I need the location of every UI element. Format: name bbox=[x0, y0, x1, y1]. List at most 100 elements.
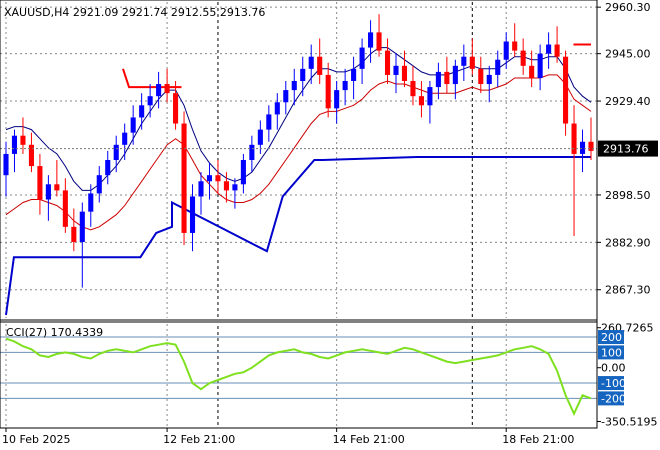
candle-body bbox=[198, 181, 204, 197]
candle-body bbox=[410, 81, 416, 97]
candle-body bbox=[79, 211, 85, 243]
candle-body bbox=[71, 226, 77, 243]
candle-body bbox=[334, 90, 340, 109]
plot-frame bbox=[0, 0, 598, 429]
candle-body bbox=[122, 132, 128, 145]
cci-level-label: 200 bbox=[601, 331, 622, 344]
cci-level-tag bbox=[598, 376, 624, 391]
price-tick-label: 2945.00 bbox=[605, 48, 651, 61]
candle-body bbox=[215, 175, 221, 182]
time-tick-label: 12 Feb 21:00 bbox=[163, 433, 235, 446]
candle-body bbox=[351, 68, 357, 81]
candle-body bbox=[54, 184, 60, 191]
candle-body bbox=[189, 196, 196, 233]
current-price-tag bbox=[598, 140, 658, 157]
cci-level-label: 100 bbox=[601, 346, 622, 359]
cci-level-tag bbox=[598, 345, 624, 360]
candle-body bbox=[223, 181, 229, 191]
candle-body bbox=[546, 44, 552, 54]
candle-body bbox=[444, 71, 450, 85]
candle-body bbox=[495, 59, 501, 75]
candle-body bbox=[418, 96, 424, 106]
candle-body bbox=[469, 56, 475, 69]
candle-body bbox=[317, 56, 323, 75]
candle-body bbox=[11, 135, 18, 154]
candle-body bbox=[427, 87, 433, 106]
candle-body bbox=[563, 56, 569, 124]
time-tick-label: 14 Feb 21:00 bbox=[333, 433, 405, 446]
cci-grid bbox=[0, 324, 597, 426]
candle-body bbox=[45, 184, 51, 200]
candle-body bbox=[28, 144, 34, 167]
candle-body bbox=[478, 68, 484, 85]
candle-body bbox=[376, 32, 382, 51]
candle-body bbox=[164, 84, 170, 94]
time-tick-label: 18 Feb 21:00 bbox=[502, 433, 574, 446]
candle-body bbox=[342, 81, 348, 91]
cci-level-label: -100 bbox=[601, 377, 626, 390]
candle-body bbox=[232, 184, 238, 191]
candle-body bbox=[588, 141, 594, 151]
candle-body bbox=[20, 135, 26, 145]
candle-body bbox=[401, 65, 408, 81]
price-tick-label: 2867.30 bbox=[605, 284, 651, 297]
candle-body bbox=[249, 144, 255, 160]
candle-body bbox=[181, 123, 187, 233]
candle-body bbox=[503, 41, 509, 60]
candle-body bbox=[139, 105, 145, 118]
candle-body bbox=[156, 84, 162, 97]
candle-body bbox=[105, 160, 111, 176]
candle-body bbox=[62, 190, 68, 227]
candle-body bbox=[266, 114, 272, 130]
main-series bbox=[0, 14, 597, 316]
candle-body bbox=[571, 123, 577, 154]
candle-body bbox=[308, 56, 314, 69]
price-tick-label: 2882.90 bbox=[605, 236, 651, 249]
cci-level-tag bbox=[598, 391, 624, 406]
trend-line bbox=[5, 156, 591, 316]
candle-body bbox=[173, 93, 179, 124]
candle-body bbox=[384, 50, 391, 75]
price-tick-label: 2960.30 bbox=[605, 1, 651, 14]
main-chart-title: XAUUSD,H4 2921.09 2921.74 2912.55 2913.7… bbox=[4, 6, 265, 19]
pane-separator bbox=[0, 319, 597, 323]
candle-body bbox=[257, 129, 263, 145]
cci-title: CCI(27) 170.4339 bbox=[6, 326, 103, 339]
current-price-label: 2913.76 bbox=[603, 143, 649, 156]
candle-body bbox=[554, 44, 560, 57]
candle-body bbox=[3, 153, 9, 176]
candle-body bbox=[96, 175, 102, 194]
candle-body bbox=[147, 96, 153, 106]
candle-body bbox=[368, 32, 374, 48]
candle-body bbox=[88, 193, 94, 212]
cci-line bbox=[5, 337, 592, 417]
candle-body bbox=[452, 65, 458, 85]
candle-body bbox=[579, 141, 586, 154]
candle-body bbox=[520, 50, 526, 66]
cci-level-tag bbox=[598, 330, 624, 345]
fast-moving-average-line bbox=[5, 47, 592, 191]
candle-body bbox=[300, 68, 306, 81]
time-axis: 10 Feb 2025 12 Feb 21:00 14 Feb 21:00 18 Fe… bbox=[2, 428, 574, 446]
candle-body bbox=[512, 41, 518, 51]
candle-body bbox=[291, 81, 297, 91]
cci-tick-label: -350.5195 bbox=[601, 415, 657, 428]
candle-body bbox=[359, 47, 365, 69]
main-price-axis: 2960.30 2945.00 2929.40 2898.50 2882.90 2867.… bbox=[597, 1, 658, 297]
candle-body bbox=[206, 175, 213, 182]
main-grid bbox=[0, 2, 597, 426]
cci-level-label: -200 bbox=[601, 392, 626, 405]
candle-body bbox=[130, 117, 136, 133]
candle-body bbox=[325, 74, 331, 109]
cci-tick-label: 0.00 bbox=[601, 362, 626, 375]
candle-body bbox=[486, 74, 492, 85]
price-tick-label: 2898.50 bbox=[605, 189, 651, 202]
cci-series bbox=[5, 337, 592, 417]
time-tick-label: 10 Feb 2025 bbox=[2, 433, 70, 446]
resistance-line bbox=[122, 68, 182, 89]
candle-body bbox=[283, 90, 289, 103]
candle-body bbox=[274, 102, 280, 115]
candle-body bbox=[113, 144, 119, 160]
